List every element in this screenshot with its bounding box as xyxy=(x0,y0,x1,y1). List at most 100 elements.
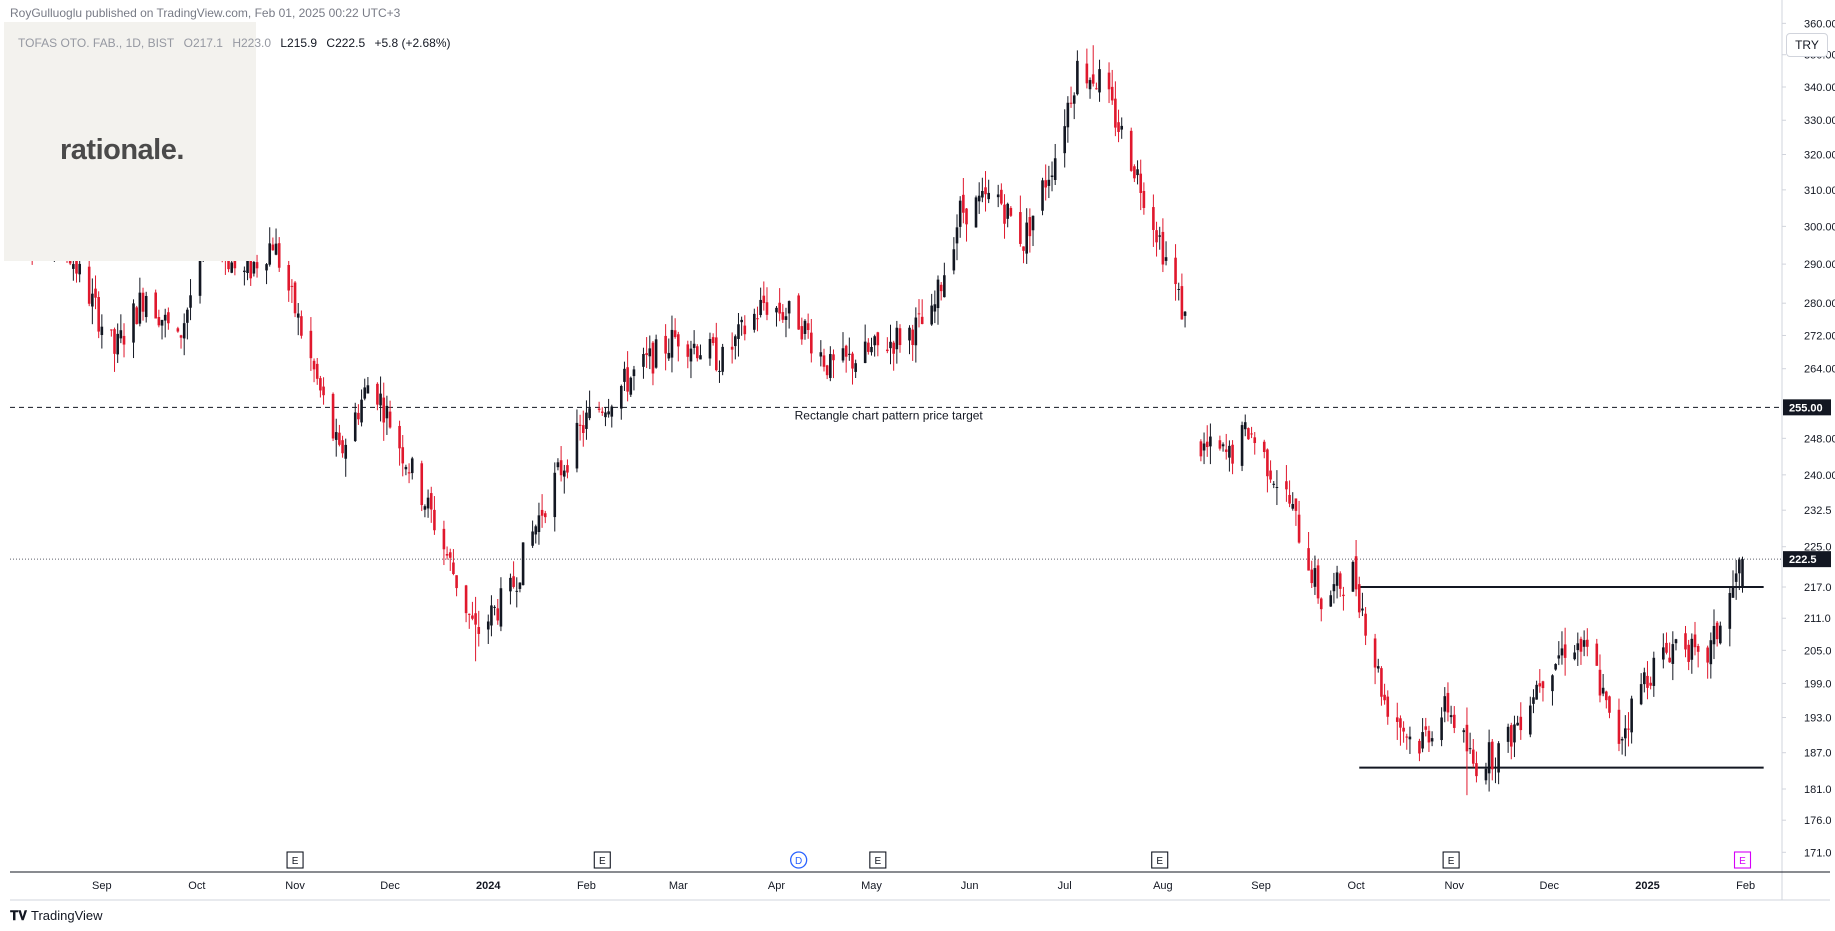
candle-body xyxy=(274,243,278,255)
candle-body xyxy=(521,542,525,586)
candle-body xyxy=(116,333,119,355)
candle-body xyxy=(930,305,933,325)
candle-body xyxy=(252,261,256,274)
candle-body xyxy=(1294,498,1298,511)
candle-body xyxy=(1152,207,1155,230)
price-tick-label: 199.0 xyxy=(1804,678,1832,690)
candle-body xyxy=(908,327,911,341)
price-axis[interactable]: 360.00350.00340.00330.00320.00310.00300.… xyxy=(1782,18,1835,859)
symbol-name[interactable]: TOFAS OTO. FAB., 1D, BIST xyxy=(18,36,175,50)
candle-body xyxy=(1421,732,1424,749)
candle-body xyxy=(648,348,652,357)
ohlc-change: +5.8 (+2.68%) xyxy=(374,36,451,50)
candle-body xyxy=(176,328,180,332)
currency-button[interactable]: TRY xyxy=(1786,33,1828,57)
publisher-header: RoyGulluoglu published on TradingView.co… xyxy=(10,6,401,20)
candle-body xyxy=(1088,80,1092,90)
candle-body xyxy=(721,346,724,372)
candle-body xyxy=(962,194,965,213)
earnings-marker-icon[interactable] xyxy=(593,851,611,869)
candle-body xyxy=(566,465,569,473)
candle-body xyxy=(1484,768,1488,781)
candle-body xyxy=(1224,449,1228,452)
candle-body xyxy=(382,397,386,423)
earnings-marker-icon[interactable] xyxy=(286,851,304,869)
earnings-marker-icon[interactable] xyxy=(869,851,887,869)
price-tick-label: 290.00 xyxy=(1804,259,1835,271)
chart-frame xyxy=(10,0,1830,901)
candle-body xyxy=(334,432,338,440)
candle-body xyxy=(1133,166,1136,179)
candle-body xyxy=(1620,739,1624,741)
candle-body xyxy=(1741,559,1744,587)
candle-body xyxy=(1335,572,1339,586)
candle-body xyxy=(341,440,344,454)
price-tick-label: 217.0 xyxy=(1804,582,1832,594)
candle-body xyxy=(163,314,167,321)
candle-body xyxy=(1285,481,1288,490)
price-tick-label: 272.00 xyxy=(1804,330,1835,342)
candle-body xyxy=(1019,212,1022,244)
rationale-logo: rationale. xyxy=(4,22,256,261)
earnings-marker-icon[interactable] xyxy=(1733,851,1752,869)
candle-body xyxy=(734,336,737,347)
candle-body xyxy=(810,332,813,354)
candle-body xyxy=(407,472,411,474)
candle-body xyxy=(167,312,170,324)
candle-body xyxy=(756,318,759,320)
candle-body xyxy=(135,307,138,325)
candle-body xyxy=(246,258,249,274)
candle-body xyxy=(1528,705,1532,735)
candle-body xyxy=(626,367,629,392)
candle-body xyxy=(1734,573,1738,582)
candle-body xyxy=(1554,664,1557,670)
candle-body xyxy=(753,313,756,330)
candle-body xyxy=(1114,98,1117,128)
candle-body xyxy=(189,295,192,308)
candle-body xyxy=(1509,725,1513,747)
candle-body xyxy=(955,227,959,244)
tradingview-brand[interactable]: 𝐓𝐕 TradingView xyxy=(10,908,103,924)
candle-body xyxy=(1513,724,1516,743)
candle-body xyxy=(1091,74,1095,84)
earnings-marker-icon[interactable] xyxy=(1442,851,1460,869)
candle-body xyxy=(1291,503,1295,509)
candle-body xyxy=(1475,763,1478,777)
candle-body xyxy=(1563,644,1567,658)
time-tick-label: Feb xyxy=(577,880,596,892)
candle-body xyxy=(227,254,230,270)
dividend-marker-icon[interactable] xyxy=(790,851,808,869)
candle-body xyxy=(1738,559,1741,574)
candle-body xyxy=(1538,683,1542,687)
candle-body xyxy=(265,264,268,271)
candle-body xyxy=(455,575,458,589)
candle-body xyxy=(889,341,892,349)
candle-body xyxy=(1161,231,1165,265)
candle-body xyxy=(512,576,515,587)
logo-text: rationale. xyxy=(60,134,184,166)
candle-body xyxy=(363,387,367,399)
candle-body xyxy=(540,509,544,516)
candle-body xyxy=(1719,625,1722,644)
time-tick-label: 2024 xyxy=(476,880,501,892)
earnings-marker-label: E xyxy=(874,856,881,867)
candle-body xyxy=(1440,717,1443,741)
candle-body xyxy=(996,194,1000,198)
ohlc-low: L215.9 xyxy=(280,36,318,50)
earnings-marker-icon[interactable] xyxy=(1151,851,1169,869)
candle-body xyxy=(1595,643,1599,666)
candle-body xyxy=(1107,72,1111,90)
candle-body xyxy=(1497,743,1500,773)
candle-body xyxy=(1446,692,1450,713)
price-label-bg xyxy=(1783,551,1831,568)
candle-body xyxy=(452,562,455,575)
candle-body xyxy=(1452,714,1456,728)
price-tick-label: 330.00 xyxy=(1804,115,1835,127)
candle-body xyxy=(1386,696,1390,717)
candle-body xyxy=(787,301,791,314)
candle-body xyxy=(243,270,246,273)
candle-body xyxy=(319,378,322,391)
price-tick-label: 171.0 xyxy=(1804,847,1832,859)
time-axis[interactable]: Sep Oct Nov Dec 2024 Feb Mar Apr May Jun Jul Aug Sep… xyxy=(92,880,1755,892)
